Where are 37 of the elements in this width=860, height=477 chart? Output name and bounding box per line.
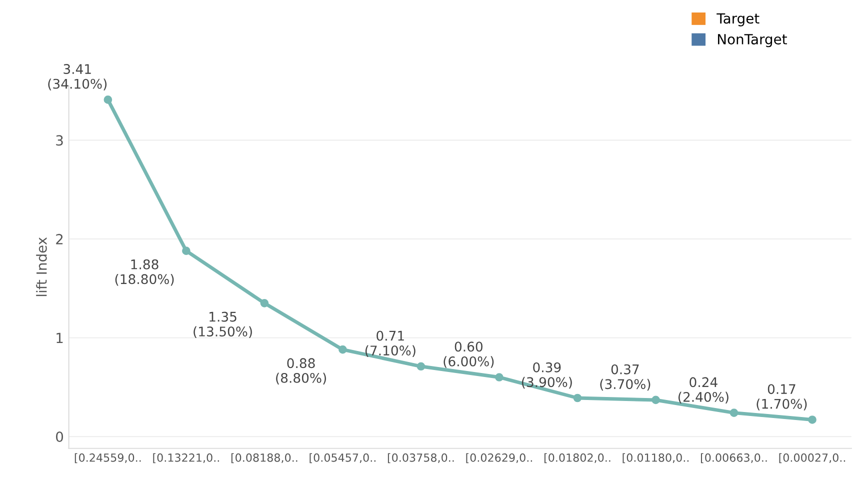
- point: [730, 408, 738, 417]
- data-label: 0.88 (8.80%): [276, 358, 326, 384]
- point: [808, 416, 816, 424]
- x-tick-label: [0.03758,0..: [388, 453, 454, 464]
- data-label: 0.39 (3.90%): [522, 362, 572, 389]
- y-tick-label: 3: [56, 135, 63, 146]
- x-tick-label: [0.13221,0..: [153, 453, 219, 464]
- data-label: 1.35 (13.50%): [194, 312, 252, 338]
- point: [338, 345, 347, 354]
- data-label: 0.17 (1.70%): [756, 384, 807, 410]
- data-label: 0.71 (7.10%): [365, 330, 416, 358]
- point: [652, 396, 660, 404]
- y-tick-label: 1: [56, 332, 63, 344]
- data-label: 3.41 (34.10%): [48, 64, 107, 90]
- data-label: 0.60 (6.00%): [444, 342, 494, 368]
- x-tick-label: [0.24559,0..: [74, 453, 141, 464]
- data-label: 1.88 (18.80%): [115, 259, 174, 286]
- point: [260, 299, 269, 308]
- x-tick-label: [0.01180,0..: [622, 453, 689, 464]
- legend-label: Target: [716, 13, 760, 26]
- y-tick-label: 0: [56, 431, 64, 442]
- x-tick-label: [0.00663,0..: [700, 453, 767, 464]
- point: [495, 373, 504, 382]
- point: [104, 96, 112, 104]
- x-tick-label: [0.02629,0..: [466, 453, 532, 464]
- x-tick-label: [0.00027,0..: [779, 453, 846, 464]
- legend-label: NonTarget: [718, 34, 787, 48]
- y-axis-title: lift Index: [36, 237, 47, 296]
- data-label: 0.24 (2.40%): [678, 377, 728, 404]
- y-tick-label: 2: [56, 234, 63, 244]
- point: [416, 362, 426, 371]
- data-label: 0.37 (3.70%): [600, 364, 650, 391]
- x-tick-label: [0.05457,0..: [310, 453, 376, 464]
- x-tick-label: [0.08188,0..: [231, 453, 298, 464]
- point: [182, 246, 190, 255]
- x-tick-label: [0.01802,0..: [544, 453, 610, 464]
- point: [573, 394, 582, 402]
